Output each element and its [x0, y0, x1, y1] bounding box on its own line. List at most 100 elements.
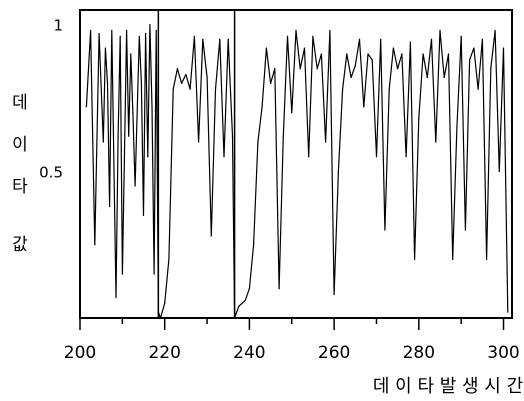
data-point	[426, 76, 428, 79]
data-point	[151, 106, 153, 108]
data-point	[102, 141, 104, 143]
data-point	[308, 156, 310, 158]
x-tick-label: 300	[487, 343, 519, 363]
data-point	[418, 117, 420, 120]
y-tick-label: 1	[53, 17, 63, 35]
data-point	[354, 65, 356, 67]
data-point	[367, 53, 369, 55]
x-axis-label: 데 이 타 발 생 시 간	[373, 376, 523, 397]
data-point	[106, 82, 109, 84]
data-point	[104, 47, 107, 49]
data-point	[223, 156, 225, 158]
x-tick-label: 280	[403, 343, 435, 363]
data-point	[375, 156, 378, 158]
data-point	[164, 302, 166, 304]
y-axis-label-char: 데	[12, 93, 28, 113]
data-point	[291, 112, 293, 114]
data-point	[295, 29, 297, 32]
data-point	[464, 229, 467, 231]
data-point	[210, 235, 212, 237]
data-point	[206, 76, 208, 79]
data-point	[155, 29, 157, 32]
data-point	[197, 141, 200, 143]
data-point	[422, 53, 424, 55]
data-point	[409, 41, 411, 43]
data-point	[85, 106, 87, 108]
data-point	[346, 53, 348, 55]
y-tick-label: 0.5	[39, 163, 63, 181]
data-point	[358, 38, 361, 40]
data-point	[371, 59, 373, 61]
x-tick-label: 240	[233, 343, 265, 363]
data-point	[115, 296, 117, 299]
data-point	[189, 88, 191, 90]
data-point	[233, 317, 236, 319]
data-point	[138, 35, 140, 38]
data-point	[397, 68, 399, 70]
data-point	[312, 35, 314, 38]
data-point	[299, 68, 301, 70]
data-point	[128, 135, 130, 137]
data-point	[168, 258, 170, 260]
data-point	[219, 38, 221, 40]
data-point	[443, 76, 445, 79]
data-point	[121, 273, 123, 275]
data-point	[202, 38, 204, 40]
data-point	[329, 29, 331, 32]
data-point	[185, 73, 187, 76]
data-point	[89, 29, 92, 32]
data-point	[405, 156, 407, 158]
data-point	[157, 311, 159, 313]
data-point	[231, 135, 234, 137]
data-point	[181, 82, 183, 84]
data-point	[481, 38, 483, 40]
x-tick-label: 200	[64, 343, 96, 363]
data-point	[172, 88, 174, 90]
data-point	[430, 38, 433, 40]
data-point	[145, 32, 147, 35]
data-point	[477, 88, 479, 90]
data-point	[117, 135, 119, 137]
data-point	[485, 258, 488, 260]
y-axis-label-char: 값	[12, 235, 28, 255]
data-point	[460, 35, 462, 38]
y-axis-label-char: 이	[12, 135, 28, 155]
data-point	[337, 170, 339, 172]
data-point	[469, 59, 471, 61]
data-point	[384, 229, 386, 231]
x-axis: 200 220 240 260 280 300	[64, 318, 520, 363]
data-point	[244, 299, 246, 301]
data-point	[111, 29, 113, 32]
data-point	[142, 214, 145, 216]
data-point	[274, 68, 276, 70]
data-point	[286, 35, 289, 38]
data-point	[130, 53, 132, 55]
data-point	[456, 126, 458, 128]
data-point	[447, 53, 450, 55]
data-point	[134, 185, 136, 187]
data-point	[193, 35, 195, 38]
data-point	[140, 82, 143, 84]
data-point	[94, 244, 96, 246]
data-point	[502, 47, 505, 49]
data-point	[147, 156, 149, 158]
data-point	[109, 205, 111, 208]
data-point	[333, 293, 335, 296]
data-point	[388, 88, 390, 90]
data-point	[176, 68, 179, 70]
data-point	[490, 68, 492, 70]
data-point	[507, 311, 509, 313]
data-point	[439, 29, 441, 32]
data-point	[132, 112, 134, 114]
series-group	[85, 24, 509, 319]
data-point	[413, 258, 416, 260]
vertical-markers	[157, 10, 236, 318]
data-point	[452, 258, 454, 260]
data-point	[435, 141, 437, 143]
data-point	[149, 24, 151, 26]
data-point	[316, 68, 318, 70]
data-point	[282, 135, 284, 137]
data-point	[125, 29, 128, 32]
data-point	[320, 53, 323, 55]
